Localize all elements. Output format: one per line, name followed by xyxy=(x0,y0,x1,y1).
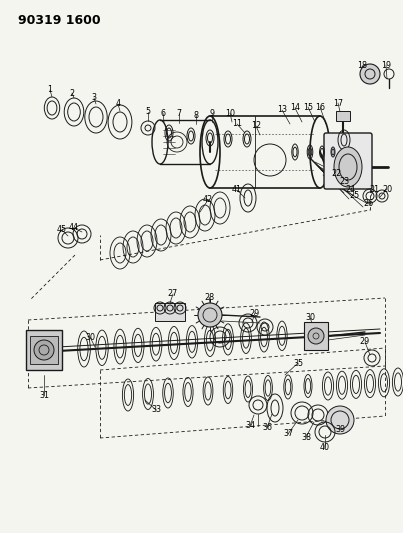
Text: 20: 20 xyxy=(382,184,392,193)
Text: 36: 36 xyxy=(262,424,272,432)
Text: 44: 44 xyxy=(69,223,79,232)
Text: 10: 10 xyxy=(225,109,235,117)
Text: 45: 45 xyxy=(57,225,67,235)
Text: 4: 4 xyxy=(116,100,120,109)
Text: 14: 14 xyxy=(290,103,300,112)
Circle shape xyxy=(360,64,380,84)
Text: 1: 1 xyxy=(48,85,52,94)
Text: 22: 22 xyxy=(332,168,342,177)
Text: 35: 35 xyxy=(293,359,303,367)
Text: 21: 21 xyxy=(369,184,379,193)
Text: 19: 19 xyxy=(381,61,391,69)
Text: 40: 40 xyxy=(320,442,330,451)
Text: 11: 11 xyxy=(232,119,242,128)
Text: 15: 15 xyxy=(303,102,313,111)
Text: 25: 25 xyxy=(349,191,359,200)
Text: 31: 31 xyxy=(39,391,49,400)
Bar xyxy=(30,336,58,364)
Bar xyxy=(336,111,350,121)
Text: 18: 18 xyxy=(357,61,367,70)
Text: 26: 26 xyxy=(363,199,373,208)
Text: 28: 28 xyxy=(204,293,214,302)
Circle shape xyxy=(331,411,349,429)
Text: 17: 17 xyxy=(333,99,343,108)
Text: 6: 6 xyxy=(160,109,166,117)
Text: 39: 39 xyxy=(335,425,345,434)
Text: 42: 42 xyxy=(203,196,213,205)
Text: 30: 30 xyxy=(305,313,315,322)
Text: 29: 29 xyxy=(250,309,260,318)
Bar xyxy=(155,303,185,321)
Ellipse shape xyxy=(334,147,362,187)
Text: 8: 8 xyxy=(193,110,199,119)
Text: 24: 24 xyxy=(345,184,355,193)
Circle shape xyxy=(198,303,222,327)
Text: 90319 1600: 90319 1600 xyxy=(18,14,101,27)
Text: 9: 9 xyxy=(210,109,214,118)
Text: 41: 41 xyxy=(232,185,242,195)
Circle shape xyxy=(308,328,324,344)
Text: 16: 16 xyxy=(315,102,325,111)
Text: 38: 38 xyxy=(301,432,311,441)
Bar xyxy=(304,322,328,350)
Circle shape xyxy=(326,406,354,434)
Text: 27: 27 xyxy=(168,289,178,298)
Text: 30: 30 xyxy=(85,333,95,342)
Text: 12: 12 xyxy=(251,122,261,131)
Text: 34: 34 xyxy=(245,422,255,431)
FancyBboxPatch shape xyxy=(324,133,372,189)
Text: 37: 37 xyxy=(283,430,293,439)
Text: 33: 33 xyxy=(151,406,161,415)
Text: 23: 23 xyxy=(339,176,349,185)
Bar xyxy=(26,330,62,370)
Text: 7: 7 xyxy=(177,109,182,118)
Text: 3: 3 xyxy=(91,93,96,102)
Text: 13: 13 xyxy=(277,106,287,115)
Circle shape xyxy=(34,340,54,360)
Text: 2: 2 xyxy=(69,88,75,98)
Text: 29: 29 xyxy=(360,337,370,346)
Text: 5: 5 xyxy=(145,108,151,117)
